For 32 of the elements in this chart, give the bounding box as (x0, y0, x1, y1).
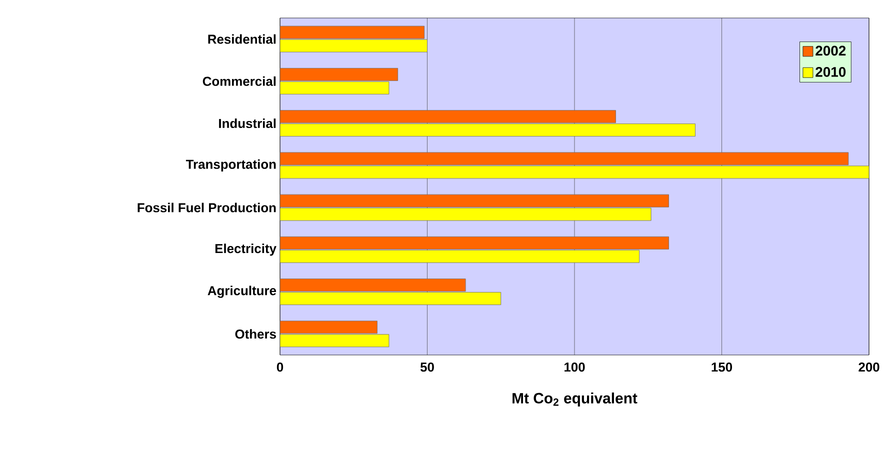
bar (280, 124, 696, 136)
bar (280, 110, 616, 124)
y-tick-label: Electricity (215, 244, 276, 256)
bar (280, 320, 378, 334)
bar (280, 278, 466, 292)
y-tick-label: Others (235, 329, 276, 339)
bar (280, 194, 669, 208)
bar (280, 292, 502, 305)
y-tick-label: Transportation (186, 159, 276, 172)
y-tick-label: Residential (208, 34, 276, 44)
legend-label: 2010 (816, 66, 846, 77)
x-tick-label: 150 (712, 362, 732, 372)
y-tick-label: Commercial (202, 76, 276, 86)
x-axis-title: Mt Co$_{2}$ equivalent (512, 392, 638, 406)
legend-label: 2002 (816, 46, 846, 56)
y-tick-label: Industrial (219, 118, 276, 128)
bar (280, 68, 398, 81)
bar (280, 39, 428, 52)
y-tick-label: Fossil Fuel Production (138, 202, 276, 212)
x-tick-label: 0 (276, 362, 284, 372)
bar (280, 152, 849, 166)
bar (280, 236, 669, 250)
bar (280, 166, 870, 179)
bar (280, 81, 390, 94)
x-tick-label: 50 (420, 362, 434, 372)
bar (280, 26, 425, 39)
y-tick-label: Agriculture (208, 286, 276, 298)
bar (280, 334, 390, 348)
x-tick-label: 200 (858, 362, 880, 372)
bar (280, 208, 652, 221)
bar (280, 250, 640, 263)
x-tick-label: 100 (564, 362, 585, 372)
